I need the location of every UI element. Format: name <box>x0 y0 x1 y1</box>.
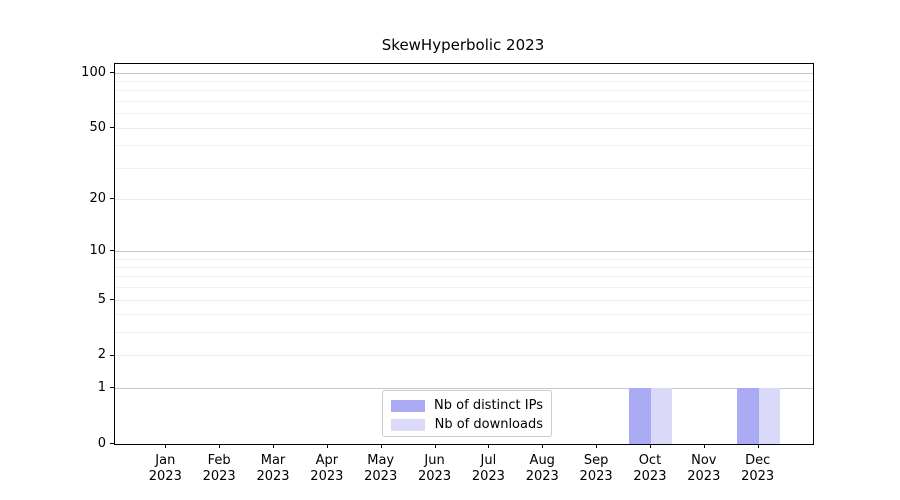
x-tick-label: Apr 2023 <box>310 453 344 484</box>
gridline-minor <box>115 81 813 83</box>
x-tick-label: Mar 2023 <box>256 453 290 484</box>
gridline-minor <box>115 113 813 115</box>
bar-downloads <box>650 388 673 444</box>
x-tick-label: Jan 2023 <box>148 453 182 484</box>
y-tick-mark <box>110 198 114 200</box>
gridline-minor <box>115 314 813 316</box>
x-tick-mark <box>542 444 544 448</box>
legend-label-distinct-ips: Nb of distinct IPs <box>434 398 543 413</box>
y-tick-label: 100 <box>81 64 106 80</box>
legend-swatch-downloads-icon <box>391 418 425 431</box>
x-tick-mark <box>165 444 167 448</box>
y-tick-mark <box>110 354 114 356</box>
x-tick-mark <box>757 444 759 448</box>
gridline-major <box>115 250 813 252</box>
x-tick-label: Jul 2023 <box>471 453 505 484</box>
y-tick-mark <box>110 250 114 252</box>
y-tick-label: 20 <box>89 190 106 206</box>
y-tick-label: 0 <box>97 435 106 451</box>
x-tick-label: Oct 2023 <box>633 453 667 484</box>
plot-area <box>114 63 814 445</box>
x-tick-mark <box>434 444 436 448</box>
y-tick-label: 5 <box>97 291 106 307</box>
x-tick-mark <box>488 444 490 448</box>
gridline-minor <box>115 266 813 268</box>
gridline-major <box>115 387 813 389</box>
x-tick-mark <box>380 444 382 448</box>
y-tick-mark <box>110 443 114 444</box>
gridline-minor <box>115 145 813 147</box>
legend-swatch-distinct-ips-icon <box>391 399 425 412</box>
gridline-minor <box>115 90 813 92</box>
x-tick-label: Nov 2023 <box>687 453 721 484</box>
x-tick-label: Jun 2023 <box>418 453 452 484</box>
x-tick-mark <box>326 444 328 448</box>
x-tick-mark <box>596 444 598 448</box>
bar-distinct-ips <box>629 388 651 444</box>
x-tick-mark <box>703 444 705 448</box>
x-tick-label: Feb 2023 <box>202 453 236 484</box>
y-tick-label: 50 <box>89 119 106 135</box>
gridline-mid <box>115 127 813 129</box>
x-tick-label: Sep 2023 <box>579 453 613 484</box>
y-tick-mark <box>110 299 114 301</box>
gridline-minor <box>115 287 813 289</box>
x-tick-label: Aug 2023 <box>525 453 559 484</box>
gridline-mid <box>115 198 813 200</box>
y-tick-label: 2 <box>97 347 106 363</box>
gridline-minor <box>115 332 813 334</box>
legend-entry-distinct-ips: Nb of distinct IPs <box>391 396 543 415</box>
legend-label-downloads: Nb of downloads <box>434 417 543 432</box>
x-tick-mark <box>273 444 274 448</box>
gridline-minor <box>115 101 813 103</box>
gridline-mid <box>115 355 813 357</box>
y-tick-mark <box>110 127 114 129</box>
gridline-major <box>115 72 813 74</box>
x-tick-label: May 2023 <box>364 453 398 484</box>
y-tick-mark <box>110 387 114 389</box>
x-tick-mark <box>649 444 651 448</box>
gridline-mid <box>115 299 813 301</box>
gridline-minor <box>115 167 813 169</box>
y-tick-label: 10 <box>89 242 106 258</box>
y-tick-mark <box>110 72 114 74</box>
bar-distinct-ips <box>737 388 759 444</box>
gridline-minor <box>115 258 813 260</box>
gridline-minor <box>115 276 813 278</box>
chart-title: SkewHyperbolic 2023 <box>381 36 545 54</box>
legend: Nb of distinct IPs Nb of downloads <box>382 390 552 437</box>
x-tick-label: Dec 2023 <box>741 453 775 484</box>
bar-downloads <box>758 388 781 444</box>
legend-entry-downloads: Nb of downloads <box>391 415 543 434</box>
y-tick-label: 1 <box>97 379 106 395</box>
x-tick-mark <box>219 444 221 448</box>
